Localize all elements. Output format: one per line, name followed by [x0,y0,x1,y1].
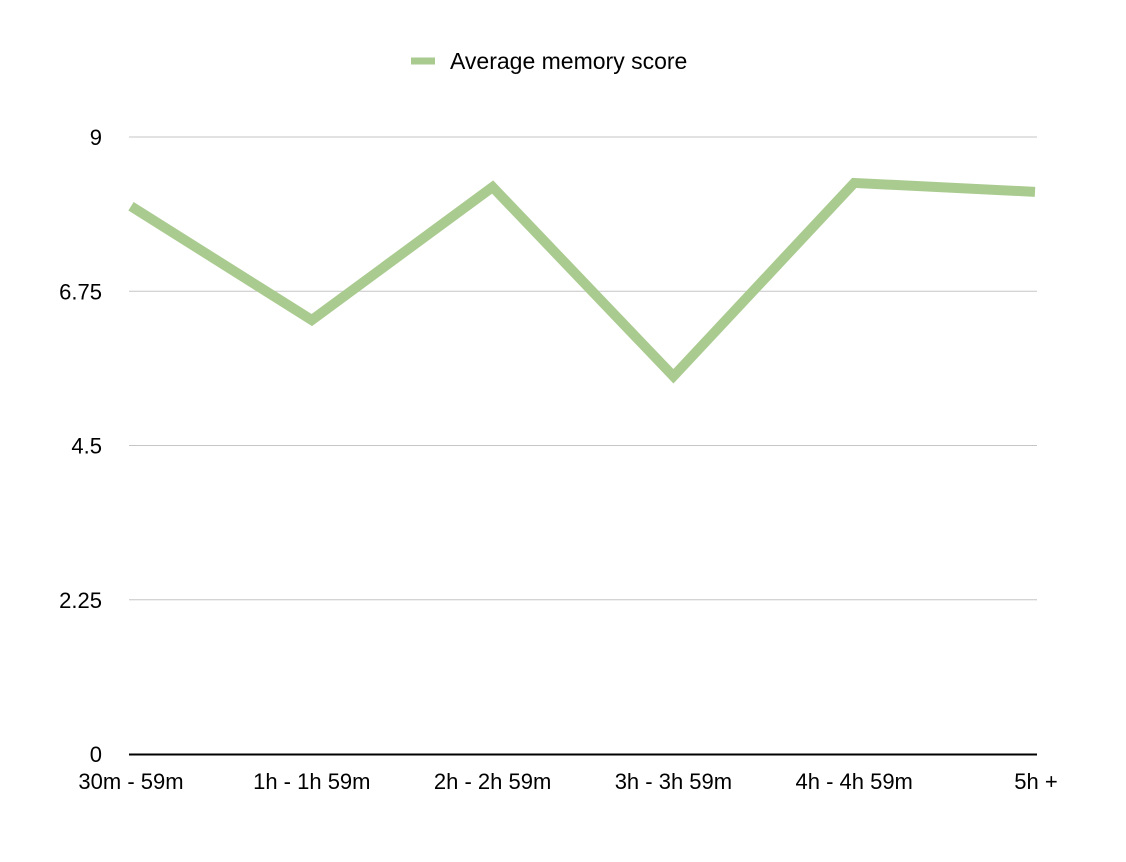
x-tick-label: 2h - 2h 59m [434,769,551,794]
x-tick-label: 4h - 4h 59m [795,769,912,794]
legend-label-average-memory-score: Average memory score [450,48,687,74]
x-axis-tick-labels: 30m - 59m 1h - 1h 59m 2h - 2h 59m 3h - 3h 5… [78,769,1057,794]
x-tick-label: 30m - 59m [78,769,183,794]
series-line [131,183,1035,376]
x-tick-label: 3h - 3h 59m [615,769,732,794]
y-tick-label: 2.25 [59,588,102,613]
gridlines [129,137,1037,600]
x-tick-label: 5h + [1014,769,1057,794]
legend: Average memory score [411,48,687,74]
series-average-memory-score [131,183,1035,377]
y-tick-label: 0 [90,742,102,767]
x-tick-label: 1h - 1h 59m [253,769,370,794]
y-tick-label: 4.5 [71,434,102,459]
y-axis-tick-labels: 0 2.25 4.5 6.75 9 [59,125,102,767]
y-tick-label: 6.75 [59,279,102,304]
y-tick-label: 9 [90,125,102,150]
